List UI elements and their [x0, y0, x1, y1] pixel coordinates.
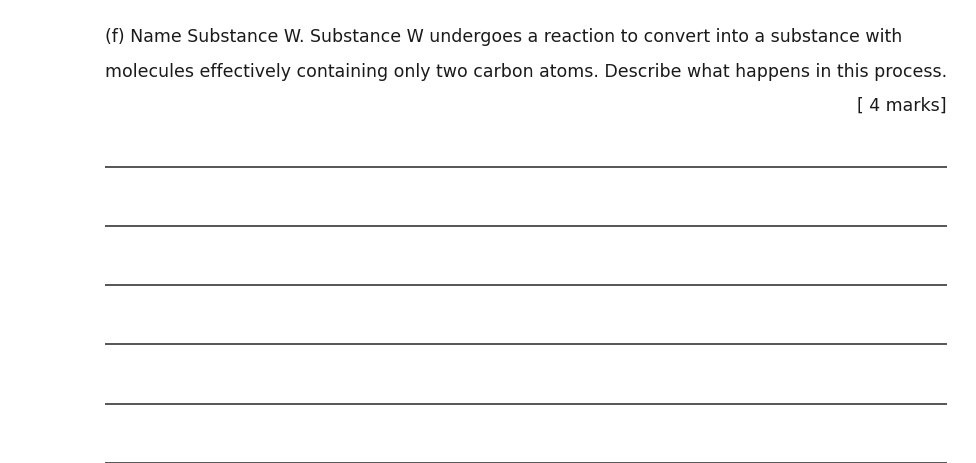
Text: [ 4 marks]: [ 4 marks]: [857, 97, 947, 115]
Text: (f) Name Substance W. Substance W undergoes a reaction to convert into a substan: (f) Name Substance W. Substance W underg…: [105, 28, 903, 46]
Text: molecules effectively containing only two carbon atoms. Describe what happens in: molecules effectively containing only tw…: [105, 63, 948, 81]
